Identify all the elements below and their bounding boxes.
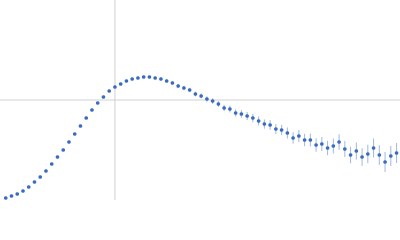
data-point	[297, 134, 301, 138]
data-point	[233, 111, 238, 115]
data-point	[21, 189, 25, 193]
data-point	[268, 123, 272, 127]
data-point	[193, 92, 198, 96]
data-point	[44, 169, 48, 173]
data-point	[308, 138, 313, 142]
data-point	[279, 128, 284, 132]
data-point	[371, 146, 376, 150]
data-point	[302, 138, 307, 142]
data-point	[285, 131, 290, 135]
data-point	[389, 154, 393, 158]
data-point	[9, 194, 14, 198]
data-point	[394, 151, 399, 155]
data-point	[383, 160, 387, 164]
data-point	[3, 196, 8, 200]
data-point	[187, 88, 192, 92]
data-point	[170, 81, 175, 85]
data-point	[95, 101, 100, 105]
data-point	[124, 79, 129, 83]
data-point	[205, 97, 209, 101]
data-point	[130, 77, 134, 81]
data-point	[15, 192, 20, 196]
data-point	[118, 82, 123, 86]
data-point	[153, 76, 157, 80]
data-point	[354, 149, 359, 153]
data-point	[199, 94, 203, 98]
data-point	[274, 127, 278, 131]
data-point	[291, 136, 295, 140]
data-point	[366, 152, 370, 156]
data-point	[136, 76, 140, 80]
data-point	[26, 185, 31, 189]
data-point	[84, 116, 89, 120]
data-point	[141, 75, 146, 79]
data-point	[256, 119, 261, 123]
data-point	[262, 122, 267, 126]
data-point	[107, 89, 111, 93]
data-point	[49, 162, 54, 166]
data-point	[239, 112, 244, 116]
data-point	[331, 144, 336, 148]
data-point	[61, 148, 66, 152]
data-point	[320, 142, 324, 146]
data-point	[228, 107, 232, 111]
data-point	[55, 155, 60, 159]
data-point	[360, 155, 364, 159]
data-point	[210, 99, 215, 103]
data-point	[377, 153, 382, 157]
data-point	[182, 86, 186, 90]
data-point	[343, 147, 347, 151]
data-point	[216, 102, 221, 106]
data-point	[38, 175, 43, 179]
data-point	[222, 106, 226, 110]
chart	[0, 0, 400, 200]
data-point	[113, 85, 117, 89]
data-point	[337, 140, 341, 144]
data-point	[176, 84, 180, 88]
data-point	[147, 75, 152, 79]
data-point	[164, 79, 169, 83]
data-point	[32, 180, 37, 184]
data-point	[72, 132, 77, 136]
data-point	[348, 153, 353, 157]
data-point	[159, 77, 163, 81]
data-point	[251, 116, 255, 120]
data-point	[67, 140, 71, 144]
data-point	[101, 95, 106, 99]
data-point	[314, 143, 318, 147]
data-point	[78, 124, 83, 128]
data-point	[90, 108, 94, 112]
data-point	[325, 146, 330, 150]
data-point	[245, 114, 249, 118]
